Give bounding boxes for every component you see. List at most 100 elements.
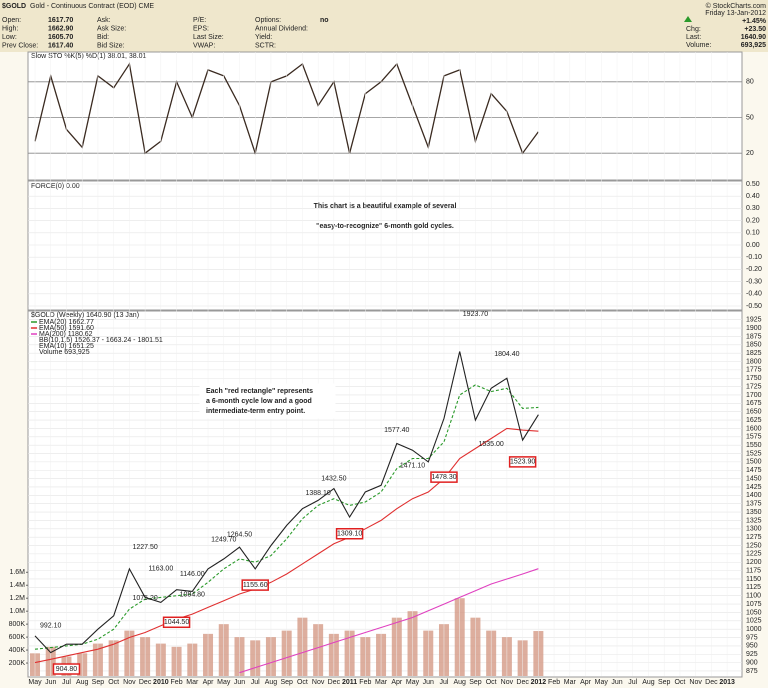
x-tick-label: Dec bbox=[328, 679, 341, 686]
price-annotation: 1478.30 bbox=[431, 474, 456, 481]
price-annotation: 1163.00 bbox=[148, 565, 173, 572]
y-tick-label: 1750 bbox=[746, 375, 762, 382]
header-subtitle: Gold - Continuous Contract (EOD) CME bbox=[30, 3, 154, 10]
price-line bbox=[34, 427, 539, 664]
x-tick-label: Feb bbox=[359, 679, 371, 686]
price-annotation: 1084.80 bbox=[180, 592, 205, 599]
price-annotation: 992.10 bbox=[40, 623, 62, 630]
x-tick-label: Mar bbox=[186, 679, 199, 686]
x-tick-label: Aug bbox=[76, 679, 89, 686]
y-tick-label: 1825 bbox=[746, 350, 762, 357]
y-tick-label: 1300 bbox=[746, 526, 762, 533]
y-tick-label: 1650 bbox=[746, 409, 762, 416]
quote-label: SCTR: bbox=[255, 42, 276, 49]
quote-label: P/E: bbox=[193, 17, 206, 24]
quote-label: High: bbox=[2, 25, 18, 32]
quote-value: 1605.70 bbox=[48, 34, 73, 41]
x-tick-label: Sep bbox=[658, 679, 671, 686]
price-annotation: 1535.00 bbox=[479, 441, 504, 448]
price-annotation: 1804.40 bbox=[494, 351, 519, 358]
y2-tick-label: 1.2M bbox=[9, 595, 25, 602]
y-tick-label: 1325 bbox=[746, 517, 762, 524]
y-tick-label: 1625 bbox=[746, 417, 762, 424]
cycle-low-box bbox=[241, 579, 269, 591]
legend-label: EMA(50) 1591.60 bbox=[39, 325, 94, 332]
x-tick-label: Mar bbox=[564, 679, 577, 686]
y-tick-label: 1000 bbox=[746, 626, 762, 633]
y-tick-label: 1275 bbox=[746, 534, 762, 541]
force-panel bbox=[27, 180, 743, 311]
y-tick-label: 1700 bbox=[746, 392, 762, 399]
quote-label: Last Size: bbox=[193, 34, 224, 41]
y-tick-label: 1725 bbox=[746, 383, 762, 390]
quote-label: Chg: bbox=[686, 26, 701, 33]
y-tick-label: 1525 bbox=[746, 450, 762, 457]
y-tick-label: 1150 bbox=[746, 576, 761, 583]
y-tick-label: 0.30 bbox=[746, 205, 760, 212]
y-tick-label: 0.50 bbox=[746, 181, 760, 188]
price-annotation: 1075.20 bbox=[132, 595, 157, 602]
x-tick-label: Sep bbox=[92, 679, 105, 686]
x-tick-label: Jul bbox=[628, 679, 637, 686]
x-tick-label: Jun bbox=[45, 679, 56, 686]
x-tick-label: Sep bbox=[280, 679, 293, 686]
y-tick-label: 0.20 bbox=[746, 217, 760, 224]
x-tick-label: May bbox=[595, 679, 609, 686]
legend-label: Volume 693,925 bbox=[39, 349, 90, 356]
y-tick-label: 80 bbox=[746, 79, 754, 86]
price-annotation: 1471.10 bbox=[400, 462, 425, 469]
price-annotation: 1432.50 bbox=[321, 475, 346, 482]
y2-tick-label: 1.6M bbox=[9, 569, 25, 576]
y-tick-label: 1925 bbox=[746, 317, 762, 324]
price-line bbox=[34, 351, 539, 654]
x-tick-label: 2010 bbox=[153, 679, 169, 686]
y-tick-label: -0.30 bbox=[746, 278, 762, 285]
x-tick-label: 2013 bbox=[719, 679, 735, 686]
price-annotation: 1577.40 bbox=[384, 427, 409, 434]
x-tick-label: Feb bbox=[548, 679, 560, 686]
quote-label: Options: bbox=[255, 17, 281, 24]
panel-title: $GOLD (Weekly) 1640.90 (13 Jan) bbox=[31, 312, 139, 319]
y-tick-label: 1125 bbox=[746, 584, 761, 591]
y-tick-label: 1250 bbox=[746, 542, 762, 549]
header-title: $GOLD bbox=[2, 3, 26, 10]
y-tick-label: 1800 bbox=[746, 358, 762, 365]
y-tick-label: 1375 bbox=[746, 501, 762, 508]
quote-value: +23.50 bbox=[744, 26, 766, 33]
quote-label: Low: bbox=[2, 34, 17, 41]
y-tick-label: 0.10 bbox=[746, 230, 760, 237]
x-tick-label: Sep bbox=[469, 679, 482, 686]
y-tick-label: 1425 bbox=[746, 484, 762, 491]
price-annotation: 1155.60 bbox=[243, 582, 268, 589]
x-tick-label: Nov bbox=[501, 679, 514, 686]
y-tick-label: 1675 bbox=[746, 400, 762, 407]
annotation: "easy-to-recognize" 6-month gold cycles. bbox=[316, 223, 454, 230]
y-tick-label: 0.00 bbox=[746, 242, 760, 249]
price-annotation: 1044.50 bbox=[164, 619, 189, 626]
y-tick-label: 1400 bbox=[746, 492, 762, 499]
y-tick-label: -0.40 bbox=[746, 291, 762, 298]
quote-label: Annual Dividend: bbox=[255, 25, 308, 32]
y2-tick-label: 200K bbox=[9, 660, 26, 667]
quote-date: Friday 13-Jan-2012 bbox=[705, 10, 766, 17]
x-tick-label: Jul bbox=[62, 679, 71, 686]
price-annotation: 1923.70 bbox=[463, 311, 488, 318]
y-tick-label: 1200 bbox=[746, 559, 762, 566]
y-tick-label: -0.20 bbox=[746, 266, 762, 273]
quote-value: 1617.70 bbox=[48, 17, 73, 24]
x-tick-label: Aug bbox=[642, 679, 655, 686]
x-tick-label: Apr bbox=[580, 679, 592, 686]
x-tick-label: Feb bbox=[171, 679, 183, 686]
y-tick-label: 950 bbox=[746, 643, 758, 650]
y-tick-label: 1025 bbox=[746, 618, 762, 625]
y-tick-label: 1775 bbox=[746, 367, 762, 374]
annotation: This chart is a beautiful example of sev… bbox=[314, 203, 457, 210]
price-panel bbox=[27, 310, 743, 678]
quote-label: Bid: bbox=[97, 34, 109, 41]
stoch-panel bbox=[27, 51, 743, 181]
y-tick-label: 1875 bbox=[746, 333, 762, 340]
y-tick-label: 875 bbox=[746, 668, 758, 675]
y-tick-label: 1100 bbox=[746, 593, 761, 600]
price-annotation: 1388.10 bbox=[305, 490, 330, 497]
quote-label: Volume: bbox=[686, 42, 711, 49]
